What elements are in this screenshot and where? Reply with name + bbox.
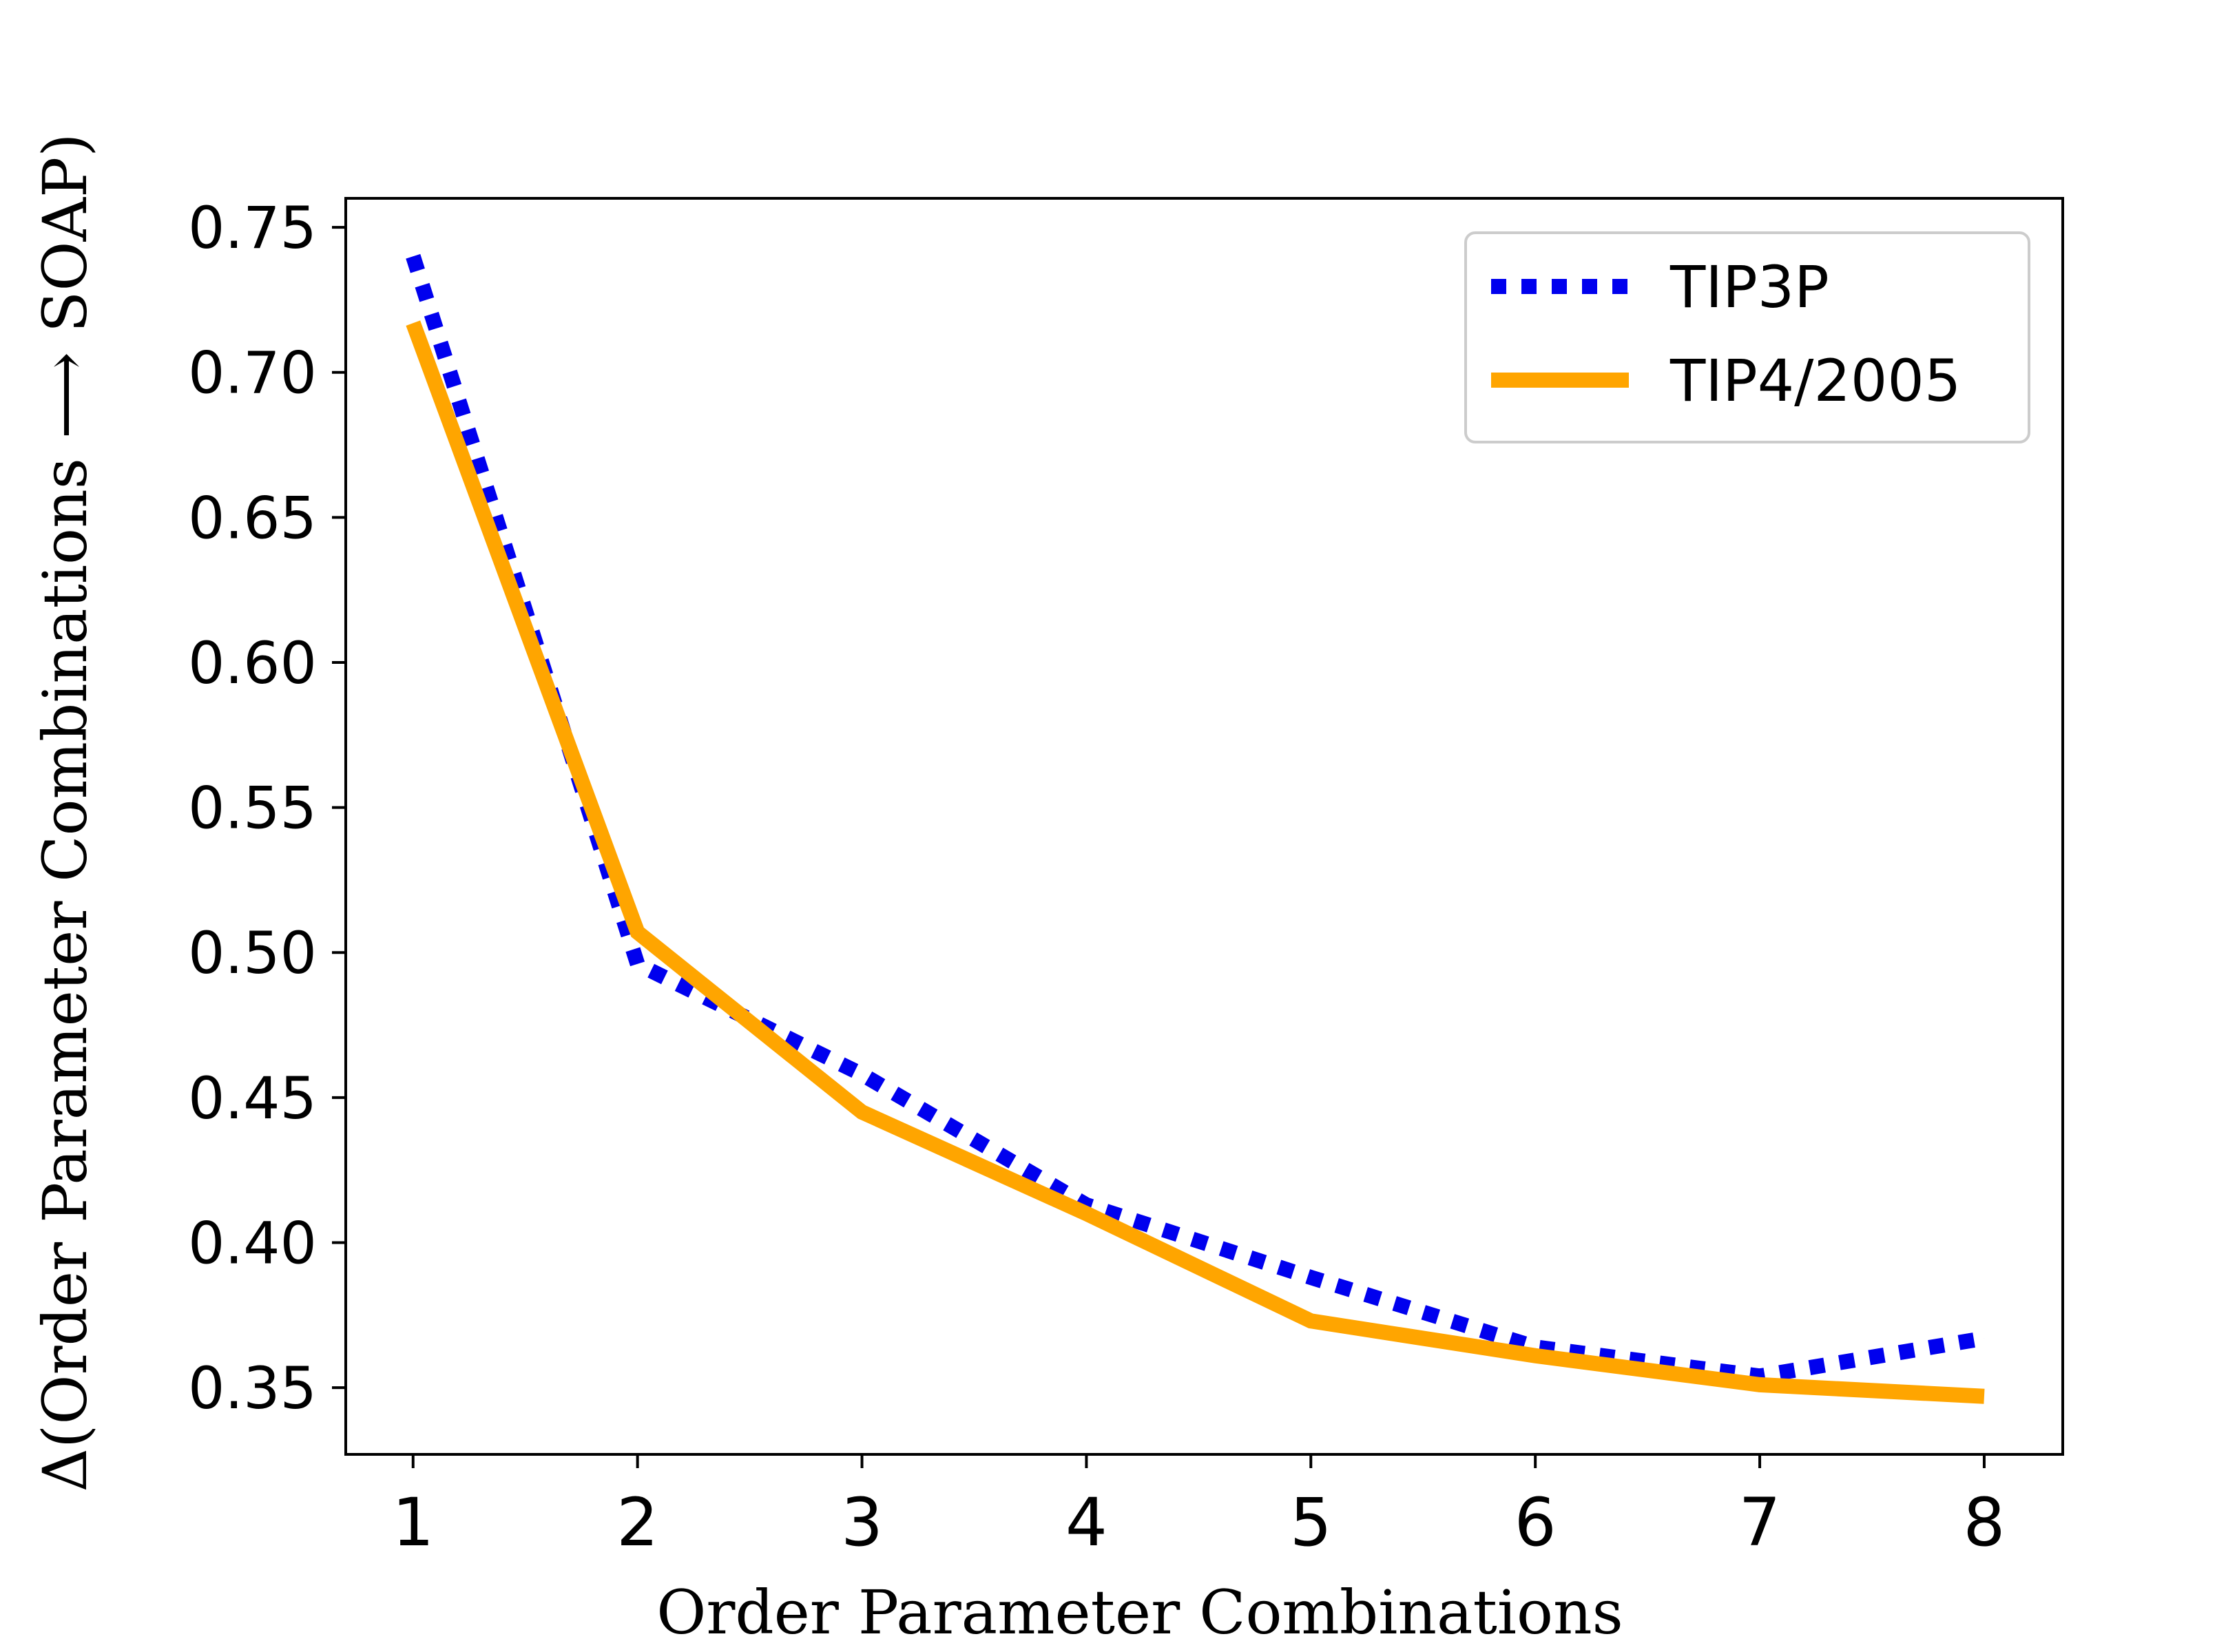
- y-axis-label: Δ(Order Parameter Combinations ⟶ SOAP): [30, 133, 101, 1492]
- x-tick-label: 8: [1963, 1484, 2005, 1561]
- x-tick-label: 2: [616, 1484, 658, 1561]
- legend-box: [1464, 231, 2030, 443]
- series-line-tip4-2005: [406, 320, 1985, 1404]
- series-line-tip3p: [406, 253, 1986, 1384]
- x-tick-label: 5: [1290, 1484, 1332, 1561]
- y-tick-label: 0.60: [188, 629, 317, 697]
- y-tick-label: 0.50: [188, 919, 317, 987]
- x-tick-label: 3: [841, 1484, 883, 1561]
- y-tick-label: 0.40: [188, 1209, 317, 1277]
- plot-area-frame: [344, 197, 2064, 1456]
- y-tick-label: 0.45: [188, 1065, 317, 1132]
- x-tick-label: 6: [1515, 1484, 1557, 1561]
- plot-lines: [406, 253, 1986, 1404]
- legend-label-tip4-2005: TIP4/2005: [1669, 347, 1961, 415]
- x-tick-label: 1: [392, 1484, 434, 1561]
- x-tick-label: 4: [1065, 1484, 1107, 1561]
- x-axis-label: Order Parameter Combinations: [656, 1577, 1623, 1648]
- y-tick-label: 0.55: [188, 775, 317, 842]
- y-tick-label: 0.35: [188, 1355, 317, 1422]
- y-tick-label: 0.70: [188, 339, 317, 407]
- x-axis-ticks: 1 2 3 4 5 6 7 8: [392, 1454, 2005, 1561]
- y-tick-label: 0.75: [188, 194, 317, 262]
- legend-label-tip3p: TIP3P: [1669, 253, 1829, 321]
- y-axis-ticks: 0.35 0.40 0.45 0.50 0.55 0.60 0.65 0.70 0.75: [188, 194, 346, 1422]
- y-tick-label: 0.65: [188, 484, 317, 552]
- x-tick-label: 7: [1739, 1484, 1781, 1561]
- legend: TIP3P TIP4/2005: [1464, 231, 2030, 443]
